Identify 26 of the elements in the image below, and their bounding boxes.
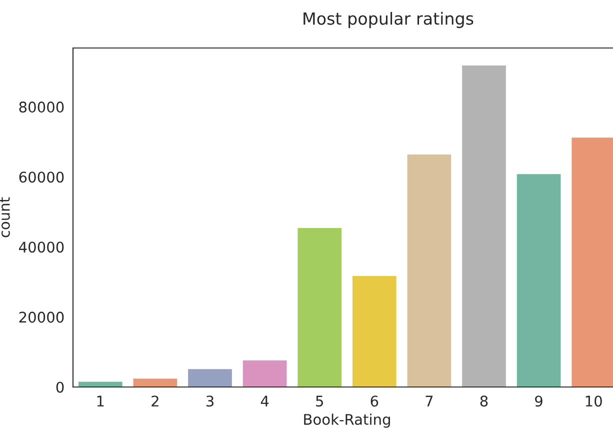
- y-tick-label: 20000: [19, 312, 64, 323]
- x-tick-label: 1: [97, 396, 104, 406]
- x-axis-title: Book-Rating: [304, 414, 390, 428]
- bar: [242, 360, 287, 387]
- x-tick-label: 4: [260, 396, 269, 406]
- bar: [78, 382, 122, 387]
- chart-title: Most popular ratings: [304, 12, 474, 28]
- bar: [352, 276, 396, 387]
- x-tick-label: 8: [480, 396, 488, 407]
- x-tick-label: 9: [535, 396, 542, 407]
- bar: [133, 378, 178, 387]
- x-tick-label: 6: [370, 396, 378, 407]
- bar: [462, 66, 506, 387]
- x-tick-label: 7: [426, 396, 433, 406]
- x-tick-label: 5: [316, 396, 323, 407]
- y-tick-label: 80000: [19, 102, 64, 113]
- y-tick-label: 0: [56, 382, 64, 393]
- y-tick-label: 40000: [18, 242, 64, 253]
- bar: [407, 154, 452, 387]
- bar: [298, 228, 342, 387]
- x-tick-label: 10: [586, 396, 602, 407]
- x-tick-label: 2: [152, 396, 158, 406]
- bar: [188, 369, 232, 387]
- y-tick-label: 60000: [19, 172, 64, 183]
- x-tick-label: 3: [206, 396, 214, 407]
- bar: [516, 174, 561, 387]
